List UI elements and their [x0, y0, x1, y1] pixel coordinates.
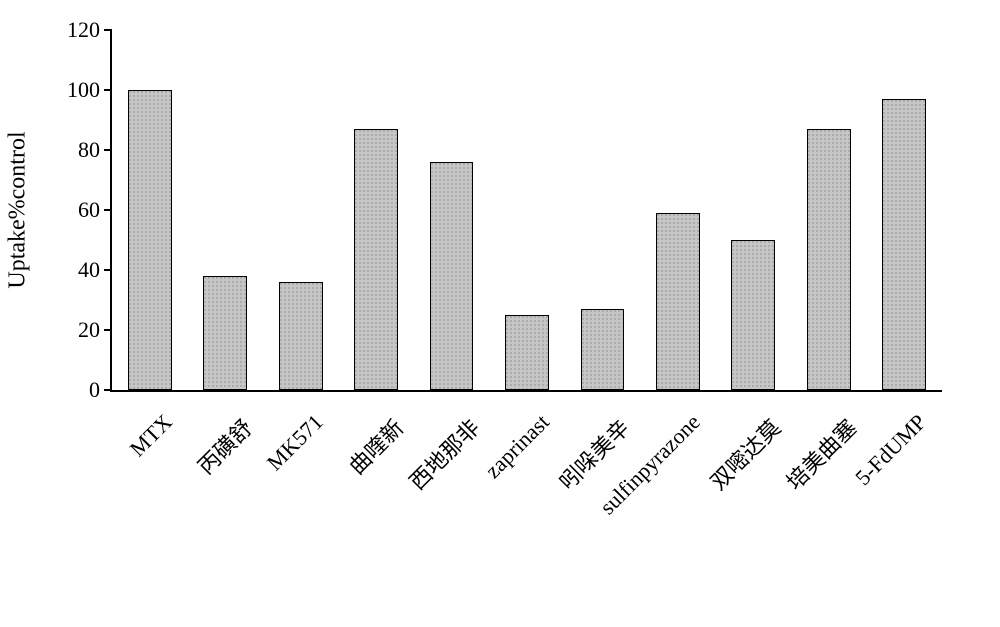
y-tick	[104, 329, 112, 331]
y-tick	[104, 149, 112, 151]
y-tick-label: 40	[78, 257, 100, 283]
x-tick-label: 双嘧达莫	[702, 411, 787, 496]
bar	[882, 99, 926, 390]
bar	[731, 240, 775, 390]
y-axis-title: Uptake%control	[5, 131, 32, 288]
x-tick-label: zaprinast	[480, 409, 555, 484]
bar	[354, 129, 398, 390]
x-tick-label: 培美曲塞	[778, 411, 863, 496]
y-tick-label: 100	[67, 77, 100, 103]
bar	[505, 315, 549, 390]
plot-area: 020406080100120MTX丙磺舒MK571曲喹新西地那非zaprina…	[110, 30, 942, 392]
x-tick-label: MTX	[124, 409, 177, 462]
x-tick-label: 5-FdUMP	[850, 409, 931, 490]
chart-container: 0 20 40 60 80 100 120 MTX丙磺舒MK571曲喹新西地那非zaprina…	[0, 0, 1000, 627]
y-tick	[104, 29, 112, 31]
y-tick-label: 20	[78, 317, 100, 343]
y-tick-label: 0	[89, 377, 100, 403]
y-tick-label: 80	[78, 137, 100, 163]
bar	[279, 282, 323, 390]
bar	[203, 276, 247, 390]
y-tick	[104, 89, 112, 91]
bar	[430, 162, 474, 390]
y-tick	[104, 389, 112, 391]
bar	[128, 90, 172, 390]
x-tick-label: 曲喹新	[341, 411, 410, 480]
y-tick	[104, 209, 112, 211]
bar	[581, 309, 625, 390]
y-tick	[104, 269, 112, 271]
x-tick-label: 丙磺舒	[190, 411, 259, 480]
x-tick-label: MK571	[261, 409, 328, 476]
y-tick-label: 120	[67, 17, 100, 43]
y-tick-label: 60	[78, 197, 100, 223]
x-tick-label: 西地那非	[401, 411, 486, 496]
bar	[807, 129, 851, 390]
bar	[656, 213, 700, 390]
